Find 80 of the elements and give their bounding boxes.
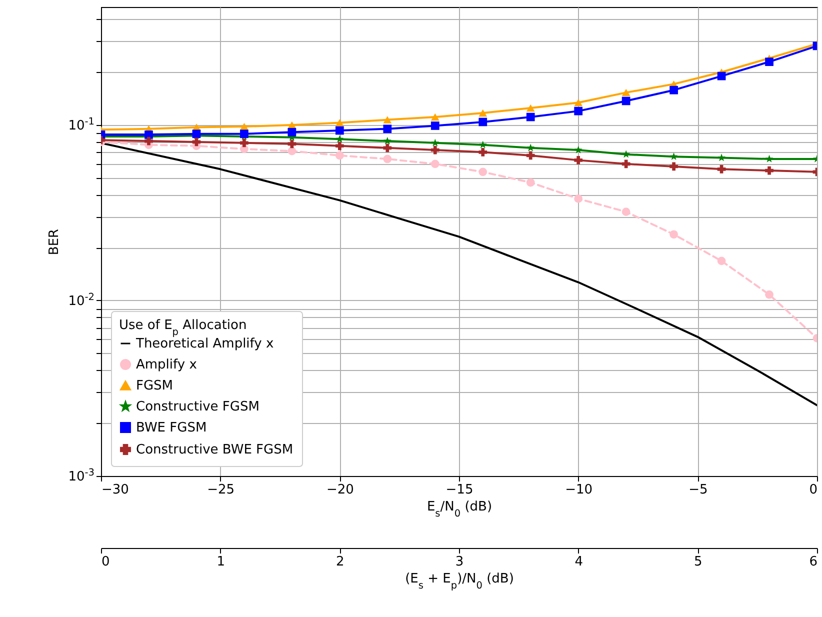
point <box>670 230 678 239</box>
point <box>622 160 630 168</box>
point <box>526 151 535 160</box>
point <box>718 154 726 162</box>
point <box>335 151 344 160</box>
point <box>765 58 774 66</box>
x-tick-label: 0 <box>809 482 818 498</box>
point <box>717 164 726 174</box>
point <box>430 146 440 154</box>
point <box>574 99 583 106</box>
point <box>144 136 153 146</box>
x-tick-label: −20 <box>326 482 354 498</box>
x-tick-label: −30 <box>102 482 129 498</box>
x2-tick-label: 5 <box>694 554 702 570</box>
point <box>478 168 488 176</box>
point <box>526 112 535 122</box>
point <box>622 208 630 216</box>
point <box>240 130 248 138</box>
y-tick-label: 10$^{-2}$ <box>68 291 94 309</box>
point <box>383 154 392 164</box>
point <box>335 126 344 135</box>
point <box>383 124 392 134</box>
point <box>717 256 726 266</box>
x2-axis-title: (E$_{s}$ + E$_{p}$)/N$_{0}$ (dB) <box>405 572 514 591</box>
x2-tick-label: 3 <box>455 554 464 570</box>
point <box>430 113 440 121</box>
point <box>335 119 344 126</box>
point <box>288 128 296 136</box>
legend-label: Amplify x <box>136 358 198 372</box>
point <box>670 152 678 160</box>
point <box>526 104 535 112</box>
point <box>717 72 726 80</box>
point <box>478 140 487 148</box>
x-tick-label: −25 <box>207 482 235 498</box>
point <box>288 140 296 148</box>
x2-tick-label: 0 <box>102 554 110 570</box>
point <box>670 86 678 94</box>
point <box>765 166 774 175</box>
point <box>288 146 296 156</box>
point <box>622 88 630 96</box>
point <box>574 194 583 203</box>
legend-label: Theoretical Amplify x <box>135 336 274 352</box>
point <box>574 156 583 164</box>
point <box>478 118 488 126</box>
point <box>383 136 392 144</box>
legend-title: Use of E$_{p}$ Allocation <box>119 318 247 338</box>
point <box>430 122 440 130</box>
legend-label: Constructive FGSM <box>136 400 260 414</box>
point <box>574 146 582 154</box>
point <box>526 144 535 152</box>
legend-label: Constructive BWE FGSM <box>136 442 294 458</box>
point <box>335 142 344 150</box>
point <box>430 160 440 168</box>
point <box>383 116 392 124</box>
x2-tick-label: 2 <box>336 554 344 570</box>
legend-label: BWE FGSM <box>136 420 207 436</box>
point <box>622 96 630 106</box>
x-tick-label: −10 <box>565 482 593 498</box>
point <box>526 178 535 187</box>
legend-label: FGSM <box>136 378 174 394</box>
point <box>765 290 774 299</box>
point <box>765 154 774 162</box>
point <box>574 106 583 116</box>
point <box>622 150 630 158</box>
point <box>383 144 392 152</box>
y-tick-label: 10$^{-3}$ <box>68 467 94 484</box>
point <box>670 162 678 171</box>
point <box>478 148 488 156</box>
point <box>240 138 248 148</box>
point <box>431 138 440 146</box>
x-axis-title: E$_{s}$/N$_{0}$ (dB) <box>426 500 492 519</box>
x2-tick-label: 1 <box>216 554 225 570</box>
y-tick-label: 10$^{-1}$ <box>68 116 94 134</box>
x-tick-label: −5 <box>688 482 708 498</box>
x2-tick-label: 4 <box>574 554 583 570</box>
y-axis-title: BER <box>46 228 62 256</box>
point <box>336 134 344 143</box>
point <box>478 109 488 117</box>
x-tick-label: −15 <box>446 482 474 498</box>
x2-tick-label: 6 <box>809 554 818 570</box>
